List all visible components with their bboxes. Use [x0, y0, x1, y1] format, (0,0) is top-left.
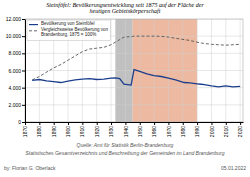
tick: 4.000: [8, 85, 25, 91]
tick-mark: [22, 105, 25, 106]
tick-label: 1950: [137, 126, 143, 137]
tick-label: 1990: [194, 126, 200, 137]
tick-label: 2.000: [8, 102, 21, 108]
tick: 2010: [223, 122, 229, 137]
tick-label: 1920: [94, 126, 100, 137]
tick-label: 10.000: [6, 33, 22, 39]
tick-mark: [68, 122, 69, 125]
tick: 1990: [194, 122, 200, 137]
tick-mark: [226, 122, 227, 125]
tick: 1910: [79, 122, 85, 137]
tick: 0: [18, 119, 25, 125]
legend-frame: [27, 20, 111, 41]
title-line: heutigen Gebietskörperschaft: [90, 8, 161, 14]
tick-mark: [240, 122, 241, 125]
tick: 1970: [166, 122, 172, 137]
annotation: by: Florian G. Oberlack: [4, 165, 56, 171]
grid-line: [25, 87, 243, 88]
tick-mark: [154, 122, 155, 125]
y-axis: 0 2.000 4.000 6.000 8.000 10.000 12.000: [6, 16, 26, 125]
annotation: Statistisches Gesamtverzeichnis und Besc…: [26, 150, 225, 156]
tick-mark: [168, 122, 169, 125]
tick: 12.000: [6, 16, 25, 22]
tick-label: 1970: [166, 126, 172, 137]
tick: 8.000: [8, 50, 25, 56]
tick-label: 0: [18, 119, 21, 125]
tick-mark: [211, 122, 212, 125]
grid-line: [25, 19, 26, 122]
tick-mark: [39, 122, 40, 125]
tick: 1870: [22, 122, 28, 137]
tick-label: 1960: [151, 126, 157, 137]
tick: 1900: [65, 122, 71, 137]
tick-mark: [82, 122, 83, 125]
tick-mark: [22, 19, 25, 20]
tick-mark: [22, 122, 25, 123]
grid-line: [25, 53, 243, 54]
series-line: [32, 36, 240, 80]
tick-mark: [197, 122, 198, 125]
tick-mark: [125, 122, 126, 125]
tick-label: 1870: [22, 126, 28, 137]
legend-label: Bevölkerung von Steinföfel: [41, 21, 95, 26]
tick-label: 6.000: [8, 68, 21, 74]
tick-label: 1980: [180, 126, 186, 137]
x-axis: 1870 1880 1890 1900 1910 1920 1930 1940 1950 1960…: [22, 122, 243, 137]
tick-mark: [22, 71, 25, 72]
tick-mark: [183, 122, 184, 125]
tick-mark: [111, 122, 112, 125]
plot-frame: [25, 19, 243, 122]
tick-label: 1910: [79, 126, 85, 137]
tick: 1980: [180, 122, 186, 137]
tick: 1890: [51, 122, 57, 137]
legend-label-line: Brandenburg, 1875 = 100%: [41, 32, 96, 37]
tick: 2000: [209, 122, 215, 137]
series-line: [32, 70, 240, 87]
tick: 10.000: [6, 33, 25, 39]
grid: [25, 19, 243, 122]
legend-label-line: Bevölkerung von Steinföfel: [41, 21, 95, 26]
title-line: Steinföfel: Bevölkerungsentwicklung seit…: [46, 2, 204, 8]
tick-label: 1880: [36, 126, 42, 137]
tick-label: 8.000: [8, 50, 21, 56]
tick-label: 12.000: [6, 16, 22, 22]
tick-label: 1890: [51, 126, 57, 137]
tick: 1940: [122, 122, 128, 137]
tick-mark: [54, 122, 55, 125]
legend: Bevölkerung von SteinföfelVergleichsweis…: [27, 20, 111, 41]
tick-mark: [22, 36, 25, 37]
legend-swatch: [29, 24, 38, 25]
tick-label: 1900: [65, 126, 71, 137]
chart: 1870 1880 1890 1900 1910 1920 1930 1940 1950 1960…: [0, 0, 250, 177]
tick: 1950: [137, 122, 143, 137]
tick-label: 2010: [223, 126, 229, 137]
tick: 1880: [36, 122, 42, 137]
tick-mark: [22, 88, 25, 89]
grid-line: [25, 104, 243, 105]
tick-label: 1940: [122, 126, 128, 137]
plot-area: [25, 19, 243, 122]
axis-line: [25, 20, 26, 123]
tick: 2020: [237, 122, 243, 137]
tick-label: 4.000: [8, 85, 21, 91]
legend-label: Vergleichsweise Bevölkerung vonBrandenbu…: [41, 27, 109, 37]
annotation: 05.01.2022: [221, 165, 246, 171]
tick: 1960: [151, 122, 157, 137]
annotation: Quelle: Amt für Statistik Berlin-Branden…: [77, 142, 174, 148]
tick-mark: [140, 122, 141, 125]
tick: 1930: [108, 122, 114, 137]
tick-mark: [22, 53, 25, 54]
tick: 6.000: [8, 68, 25, 74]
tick: 2.000: [8, 102, 25, 108]
axis-line: [26, 122, 244, 123]
tick-label: 2020: [237, 126, 243, 137]
tick-label: 1930: [108, 126, 114, 137]
tick-label: 2000: [209, 126, 215, 137]
tick: 1920: [94, 122, 100, 137]
title: Steinföfel: Bevölkerungsentwicklung seit…: [46, 2, 204, 14]
tick-mark: [97, 122, 98, 125]
legend-swatch: [29, 30, 38, 31]
